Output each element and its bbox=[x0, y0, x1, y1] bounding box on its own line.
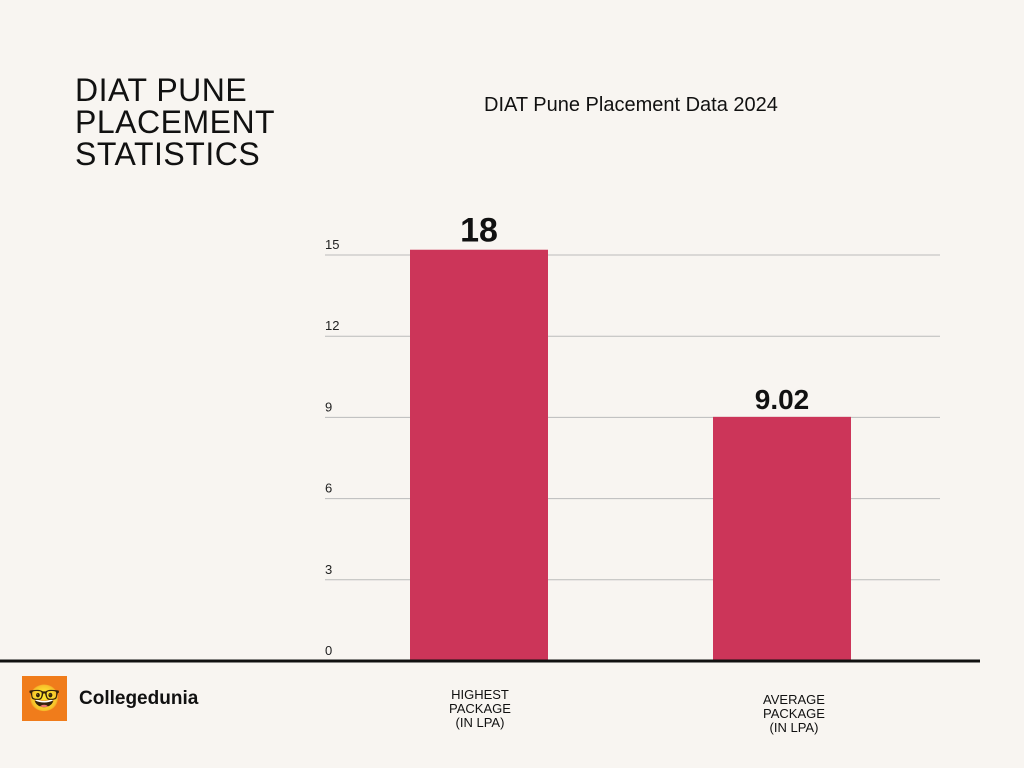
mascot-icon: 🤓 bbox=[22, 676, 67, 721]
chart-title: DIAT Pune Placement Data 2024 bbox=[484, 94, 778, 116]
data-label: 9.02 bbox=[755, 384, 810, 415]
y-tick-label: 3 bbox=[325, 562, 332, 577]
bar bbox=[713, 416, 851, 661]
y-tick-label: 6 bbox=[325, 481, 332, 496]
bar bbox=[410, 249, 548, 662]
y-tick-label: 0 bbox=[325, 643, 332, 658]
collegedunia-logo: 🤓 Collegedunia bbox=[22, 676, 198, 721]
x-tick-label-highest: HIGHEST PACKAGE (IN LPA) bbox=[449, 687, 511, 730]
y-tick-label: 9 bbox=[325, 399, 332, 414]
data-label: 18 bbox=[460, 212, 498, 250]
x-tick-label-average: AVERAGE PACKAGE (IN LPA) bbox=[763, 692, 825, 735]
page-heading: DIAT PUNE PLACEMENT STATISTICS bbox=[75, 72, 276, 172]
y-tick-label: 12 bbox=[325, 318, 339, 333]
y-tick-label: 15 bbox=[325, 237, 339, 252]
brand-name: Collegedunia bbox=[79, 687, 199, 709]
